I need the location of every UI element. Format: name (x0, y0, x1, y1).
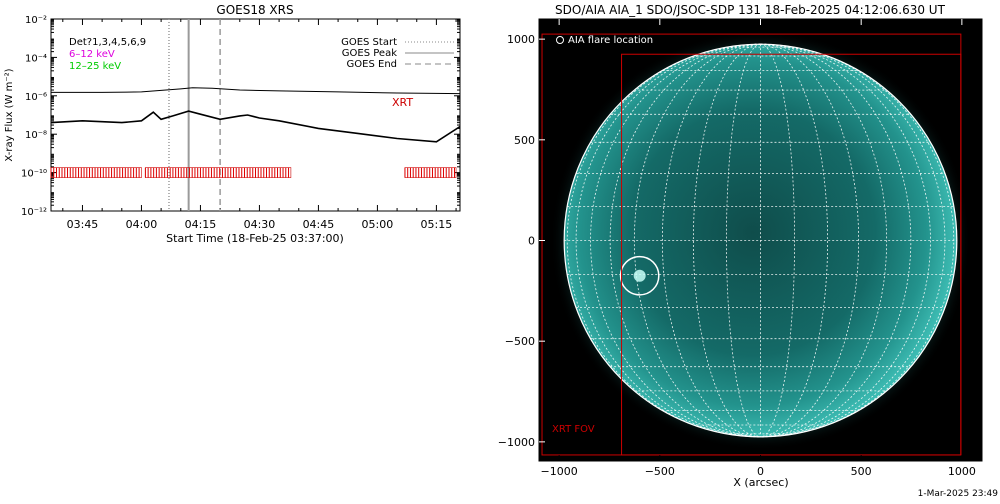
lightcurve-title: GOES18 XRS (216, 3, 293, 17)
longitude-line (726, 43, 761, 438)
longitude-line (760, 43, 887, 438)
y-tick-label: −1000 (498, 436, 535, 449)
y-tick-label: 10⁻⁶ (25, 92, 47, 103)
flare-location-legend-label: AIA flare location (568, 35, 653, 46)
xrt-fov-box (621, 53, 962, 456)
y-tick-label: 10⁻² (25, 15, 47, 26)
x-tick-label: 04:45 (303, 218, 335, 231)
lightcurve-axes-frame (50, 18, 461, 212)
x-tick-label: 03:45 (67, 218, 99, 231)
marker-legend-label: GOES Peak (342, 48, 397, 59)
longitude-line (760, 43, 911, 438)
detector-legend-entry: 6–12 keV (69, 49, 115, 60)
y-tick-label: 10⁻⁴ (25, 53, 47, 64)
aia-legend: AIA flare location (556, 35, 653, 46)
lightcurve-y-ticks: 10⁻² 10⁻⁴ 10⁻⁶ 10⁻⁸ 10⁻¹⁰ 10⁻¹² (21, 15, 460, 218)
x-tick-label: 1000 (948, 465, 976, 478)
marker-legend-label: GOES End (347, 59, 397, 70)
short-channel-line (51, 110, 460, 143)
aia-image-content (541, 30, 971, 456)
longitude-line (590, 43, 761, 438)
y-tick-label: 0 (528, 235, 535, 248)
longitude-line (610, 43, 761, 438)
y-tick-label: 1000 (507, 33, 535, 46)
x-tick-label: −500 (645, 465, 675, 478)
y-tick-label: 10⁻⁸ (25, 130, 47, 141)
x-tick-label: 500 (851, 465, 872, 478)
flare-location-legend-icon (556, 36, 564, 44)
xrt-fov-label: XRT FOV (552, 424, 595, 435)
y-tick-label: 10⁻¹² (21, 207, 47, 218)
xrt-coverage-label: XRT (392, 96, 413, 109)
lightcurve-x-ticks: 03:45 04:00 04:15 04:30 04:45 05:00 05:15 (62, 19, 457, 231)
detector-legend-entry: Det?1,3,4,5,6,9 (69, 37, 146, 48)
x-tick-label: 0 (757, 465, 764, 478)
longitude-line (760, 43, 954, 438)
x-tick-label: 04:00 (126, 218, 158, 231)
aia-x-axis-label: X (arcsec) (733, 476, 788, 489)
aia-image-panel: SDO/AIA AIA_1 SDO/JSOC-SDP 131 18-Feb-20… (498, 3, 983, 489)
aia-y-ticks: 1000 500 0 −500 −1000 (498, 33, 982, 449)
longitude-line (760, 43, 828, 438)
longitude-line (760, 43, 795, 438)
y-tick-label: −500 (505, 335, 535, 348)
flare-location-circle (619, 255, 660, 296)
lightcurve-x-axis-label: Start Time (18-Feb-25 03:37:00) (166, 232, 344, 245)
longitude-line (760, 43, 946, 438)
x-tick-label: 04:30 (244, 218, 276, 231)
longitude-line (760, 43, 859, 438)
lightcurve-series (51, 87, 460, 143)
plot-date-stamp: 1-Mar-2025 23:49 (918, 489, 999, 499)
heliographic-grid (564, 43, 957, 438)
longitude-line (567, 43, 761, 438)
xrt-coverage-ticks (50, 167, 457, 178)
aia-title: SDO/AIA AIA_1 SDO/JSOC-SDP 131 18-Feb-20… (555, 3, 946, 17)
detector-legend-entry: 12–25 keV (69, 61, 121, 72)
y-tick-label: 500 (514, 134, 535, 147)
long-channel-line (51, 87, 460, 95)
x-tick-label: −1000 (541, 465, 578, 478)
x-tick-label: 05:00 (362, 218, 394, 231)
flare-bright-kernel (633, 269, 646, 282)
goes-lightcurve-panel: GOES18 XRS X-ray Flux (W m⁻²) Start Time… (4, 3, 461, 245)
lightcurve-y-axis-label: X-ray Flux (W m⁻²) (4, 68, 15, 161)
longitude-line (693, 43, 761, 438)
longitude-line (575, 43, 761, 438)
x-tick-label: 04:15 (185, 218, 217, 231)
goes-time-markers (168, 19, 221, 211)
aia-x-ticks: −1000 −500 0 500 1000 (541, 19, 976, 478)
x-tick-label: 05:15 (421, 218, 453, 231)
longitude-line (760, 43, 931, 438)
longitude-line (634, 43, 761, 438)
longitude-line (662, 43, 761, 438)
y-tick-label: 10⁻¹⁰ (21, 169, 47, 180)
xrt-coverage-band (404, 167, 457, 178)
solar-limb (563, 43, 958, 438)
marker-legend-label: GOES Start (341, 37, 397, 48)
